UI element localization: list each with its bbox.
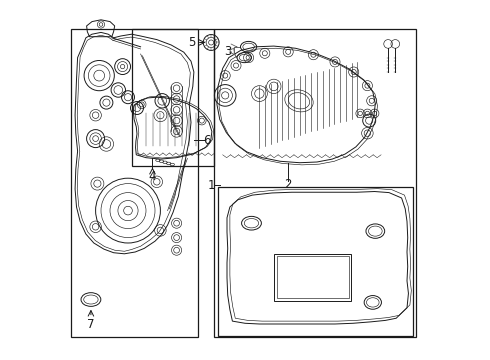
Text: 4: 4 [149,170,156,183]
Text: 6: 6 [203,134,211,147]
Text: 5: 5 [188,36,196,49]
Bar [72,29,198,337]
Bar [274,254,351,301]
Bar [218,187,414,336]
Bar [132,29,215,166]
Bar [277,256,349,298]
Bar [215,29,416,337]
Text: 1: 1 [207,179,215,192]
Text: 2: 2 [285,178,292,191]
Text: 3: 3 [224,45,232,58]
Text: 7: 7 [87,318,95,330]
